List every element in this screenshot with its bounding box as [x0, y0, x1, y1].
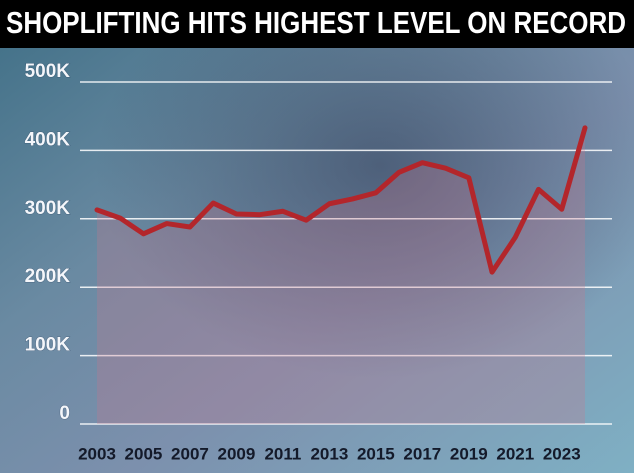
x-tick-label: 2009: [218, 444, 256, 463]
x-tick-label: 2005: [125, 444, 163, 463]
x-tick-label: 2015: [357, 444, 395, 463]
x-tick-label: 2017: [403, 444, 441, 463]
plot-area: 0 100K 200K 300K 400K 500K 2003 2005 2007 2009 201…: [24, 61, 612, 463]
y-tick-label: 500K: [25, 61, 71, 82]
line: [94, 125, 588, 275]
x-tick-label: 2003: [78, 444, 116, 463]
x-tick-label: 2011: [264, 444, 301, 463]
x-tick-label: 2021: [496, 444, 534, 463]
x-tick-label: 2023: [543, 444, 581, 463]
x-tick-label: 2019: [450, 444, 488, 463]
y-tick-label: 100K: [25, 335, 71, 356]
chart-title: SHOPLIFTING HITS HIGHEST LEVEL ON RECORD: [6, 5, 626, 40]
area: [97, 127, 585, 424]
y-tick-label: 300K: [25, 198, 71, 219]
title-bar: [0, 0, 634, 48]
x-tick-label: 2007: [171, 444, 209, 463]
y-tick-label: 0: [59, 403, 70, 424]
x-tick-label: 2013: [310, 444, 348, 463]
y-tick-label: 200K: [25, 266, 71, 287]
y-tick-label: 400K: [25, 129, 71, 150]
